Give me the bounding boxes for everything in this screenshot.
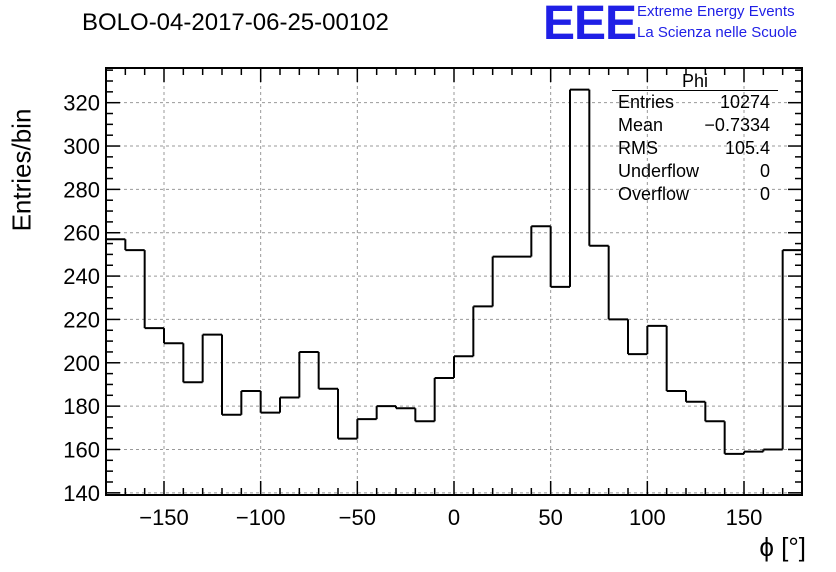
stats-label: Mean [618,115,664,135]
y-tick-label: 160 [63,437,100,462]
y-tick-label: 240 [63,264,100,289]
stats-row-rms: RMS 105.4 [612,137,778,160]
x-axis-label: ϕ [°] [759,532,806,562]
stats-row-underflow: Underflow 0 [612,160,778,183]
y-tick-label: 260 [63,221,100,246]
stats-value: 0 [759,184,770,204]
y-tick-label: 220 [63,307,100,332]
stats-value: −0.7334 [704,115,770,135]
x-tick-label: −100 [236,505,286,530]
stats-label: Underflow [618,161,700,181]
x-tick-label: −150 [139,505,189,530]
x-tick-label: −50 [339,505,376,530]
stats-row-mean: Mean −0.7334 [612,114,778,137]
y-tick-label: 200 [63,351,100,376]
stats-value: 105.4 [724,138,770,158]
stats-row-entries: Entries 10274 [612,91,778,114]
logo-subtitle-line2: La Scienza nelle Scuole [637,24,798,41]
stats-box: Phi Entries 10274 Mean −0.7334 RMS 105.4… [612,72,778,206]
x-tick-label: 0 [448,505,460,530]
stats-label: Overflow [618,184,690,204]
stats-value: 10274 [719,92,770,112]
x-tick-label: 50 [538,505,562,530]
y-tick-label: 140 [63,481,100,506]
y-tick-label: 320 [63,91,100,116]
logo-subtitle-line1: Extreme Energy Events [637,3,795,20]
x-tick-label: 150 [726,505,763,530]
stats-value: 0 [759,161,770,181]
stats-label: Entries [618,92,675,112]
y-axis-label: Entries/bin [6,108,37,232]
y-tick-label: 180 [63,394,100,419]
stats-label: RMS [618,138,658,158]
x-tick-label: 100 [629,505,666,530]
y-axis-label-box: Entries/bin [4,108,40,232]
y-tick-label: 300 [63,134,100,159]
y-tick-label: 280 [63,177,100,202]
stats-title: Phi [612,72,778,91]
chart-title: BOLO-04-2017-06-25-00102 [82,9,389,36]
eee-logo: EEE [543,0,637,50]
stats-row-overflow: Overflow 0 [612,183,778,206]
